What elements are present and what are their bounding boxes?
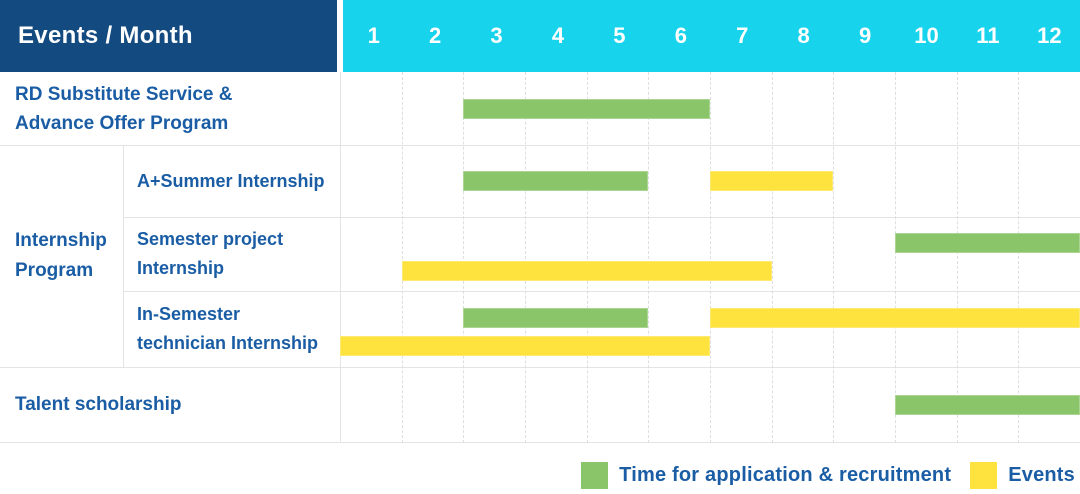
row-label-talent-scholarship: Talent scholarship <box>0 367 340 443</box>
group-label-internship-program: Internship Program <box>0 145 123 367</box>
application-recruitment-bar <box>463 308 649 328</box>
month-header-cell: 6 <box>674 23 687 48</box>
application-recruitment-bar <box>463 99 710 119</box>
legend-item-application-recruitment: Time for application & recruitment <box>581 461 952 489</box>
events-bar <box>340 336 710 356</box>
row-divider-line <box>123 291 1080 292</box>
month-header-cell: 2 <box>429 23 442 48</box>
group-divider-line <box>123 145 124 367</box>
month-header-cell: 1 <box>367 23 380 48</box>
row-label-a-summer-internship: A+Summer Internship <box>123 145 340 217</box>
month-header-cell: 7 <box>736 23 749 48</box>
month-header-cell: 5 <box>613 23 626 48</box>
legend-item-events: Events <box>970 461 1075 489</box>
month-gridline <box>772 72 773 443</box>
label-grid-divider-line <box>340 72 341 443</box>
month-gridline <box>402 72 403 443</box>
row-label-in-semester-technician-internship: In-Semester technician Internship <box>123 291 340 367</box>
group-label-text: Internship Program <box>15 230 107 281</box>
row-divider-line <box>0 145 1080 146</box>
month-header-cell: 11 <box>976 23 1000 48</box>
month-gridline <box>957 72 958 443</box>
month-gridline <box>587 72 588 443</box>
month-header-cell: 8 <box>797 23 810 48</box>
row-label-text: A+Summer Internship <box>137 170 325 191</box>
row-label-text: Semester project Internship <box>137 229 284 278</box>
green-legend-swatch-icon <box>581 461 609 489</box>
month-gridline <box>648 72 649 443</box>
month-gridline <box>463 72 464 443</box>
chart-legend: Time for application & recruitment Event… <box>581 461 1075 489</box>
yellow-legend-swatch-icon <box>970 461 998 489</box>
month-header-cell: 9 <box>858 23 872 48</box>
row-divider-line <box>123 217 1080 218</box>
row-label-text: In-Semester technician Internship <box>137 304 319 353</box>
events-bar <box>401 261 772 281</box>
row-label-text: RD Substitute Service & Advance Offer Pr… <box>15 83 233 134</box>
table-bottom-border <box>0 442 1080 443</box>
events-month-header-cell: Events / Month <box>0 0 337 72</box>
application-recruitment-bar <box>895 233 1080 253</box>
month-gridline <box>1018 72 1019 443</box>
month-header-cell: 12 <box>1037 23 1062 48</box>
month-header-cell: 3 <box>490 23 503 48</box>
row-label-semester-project-internship: Semester project Internship <box>123 217 340 291</box>
month-gridline <box>833 72 834 443</box>
row-label-rd-substitute-service: RD Substitute Service & Advance Offer Pr… <box>0 72 340 145</box>
row-label-text: Talent scholarship <box>15 394 182 415</box>
gantt-table-body: RD Substitute Service & Advance Offer Pr… <box>0 72 1080 443</box>
legend-label: Events <box>1008 463 1075 486</box>
application-recruitment-bar <box>895 395 1080 415</box>
month-header-strip: 1 2 3 4 5 6 7 8 9 10 11 12 <box>343 0 1080 72</box>
month-header-cell: 4 <box>551 23 565 48</box>
legend-label: Time for application & recruitment <box>619 463 952 486</box>
application-recruitment-bar <box>463 171 649 191</box>
month-gridline <box>710 72 711 443</box>
table-header-row: Events / Month 1 2 3 4 5 6 7 8 9 10 11 12 <box>0 0 1080 72</box>
header-divider-gap <box>337 0 343 72</box>
month-header-cell: 10 <box>914 23 939 48</box>
events-bar <box>710 171 834 191</box>
row-divider-line <box>0 367 1080 368</box>
month-gridline <box>895 72 896 443</box>
month-gridline <box>525 72 526 443</box>
events-bar <box>710 308 1080 328</box>
